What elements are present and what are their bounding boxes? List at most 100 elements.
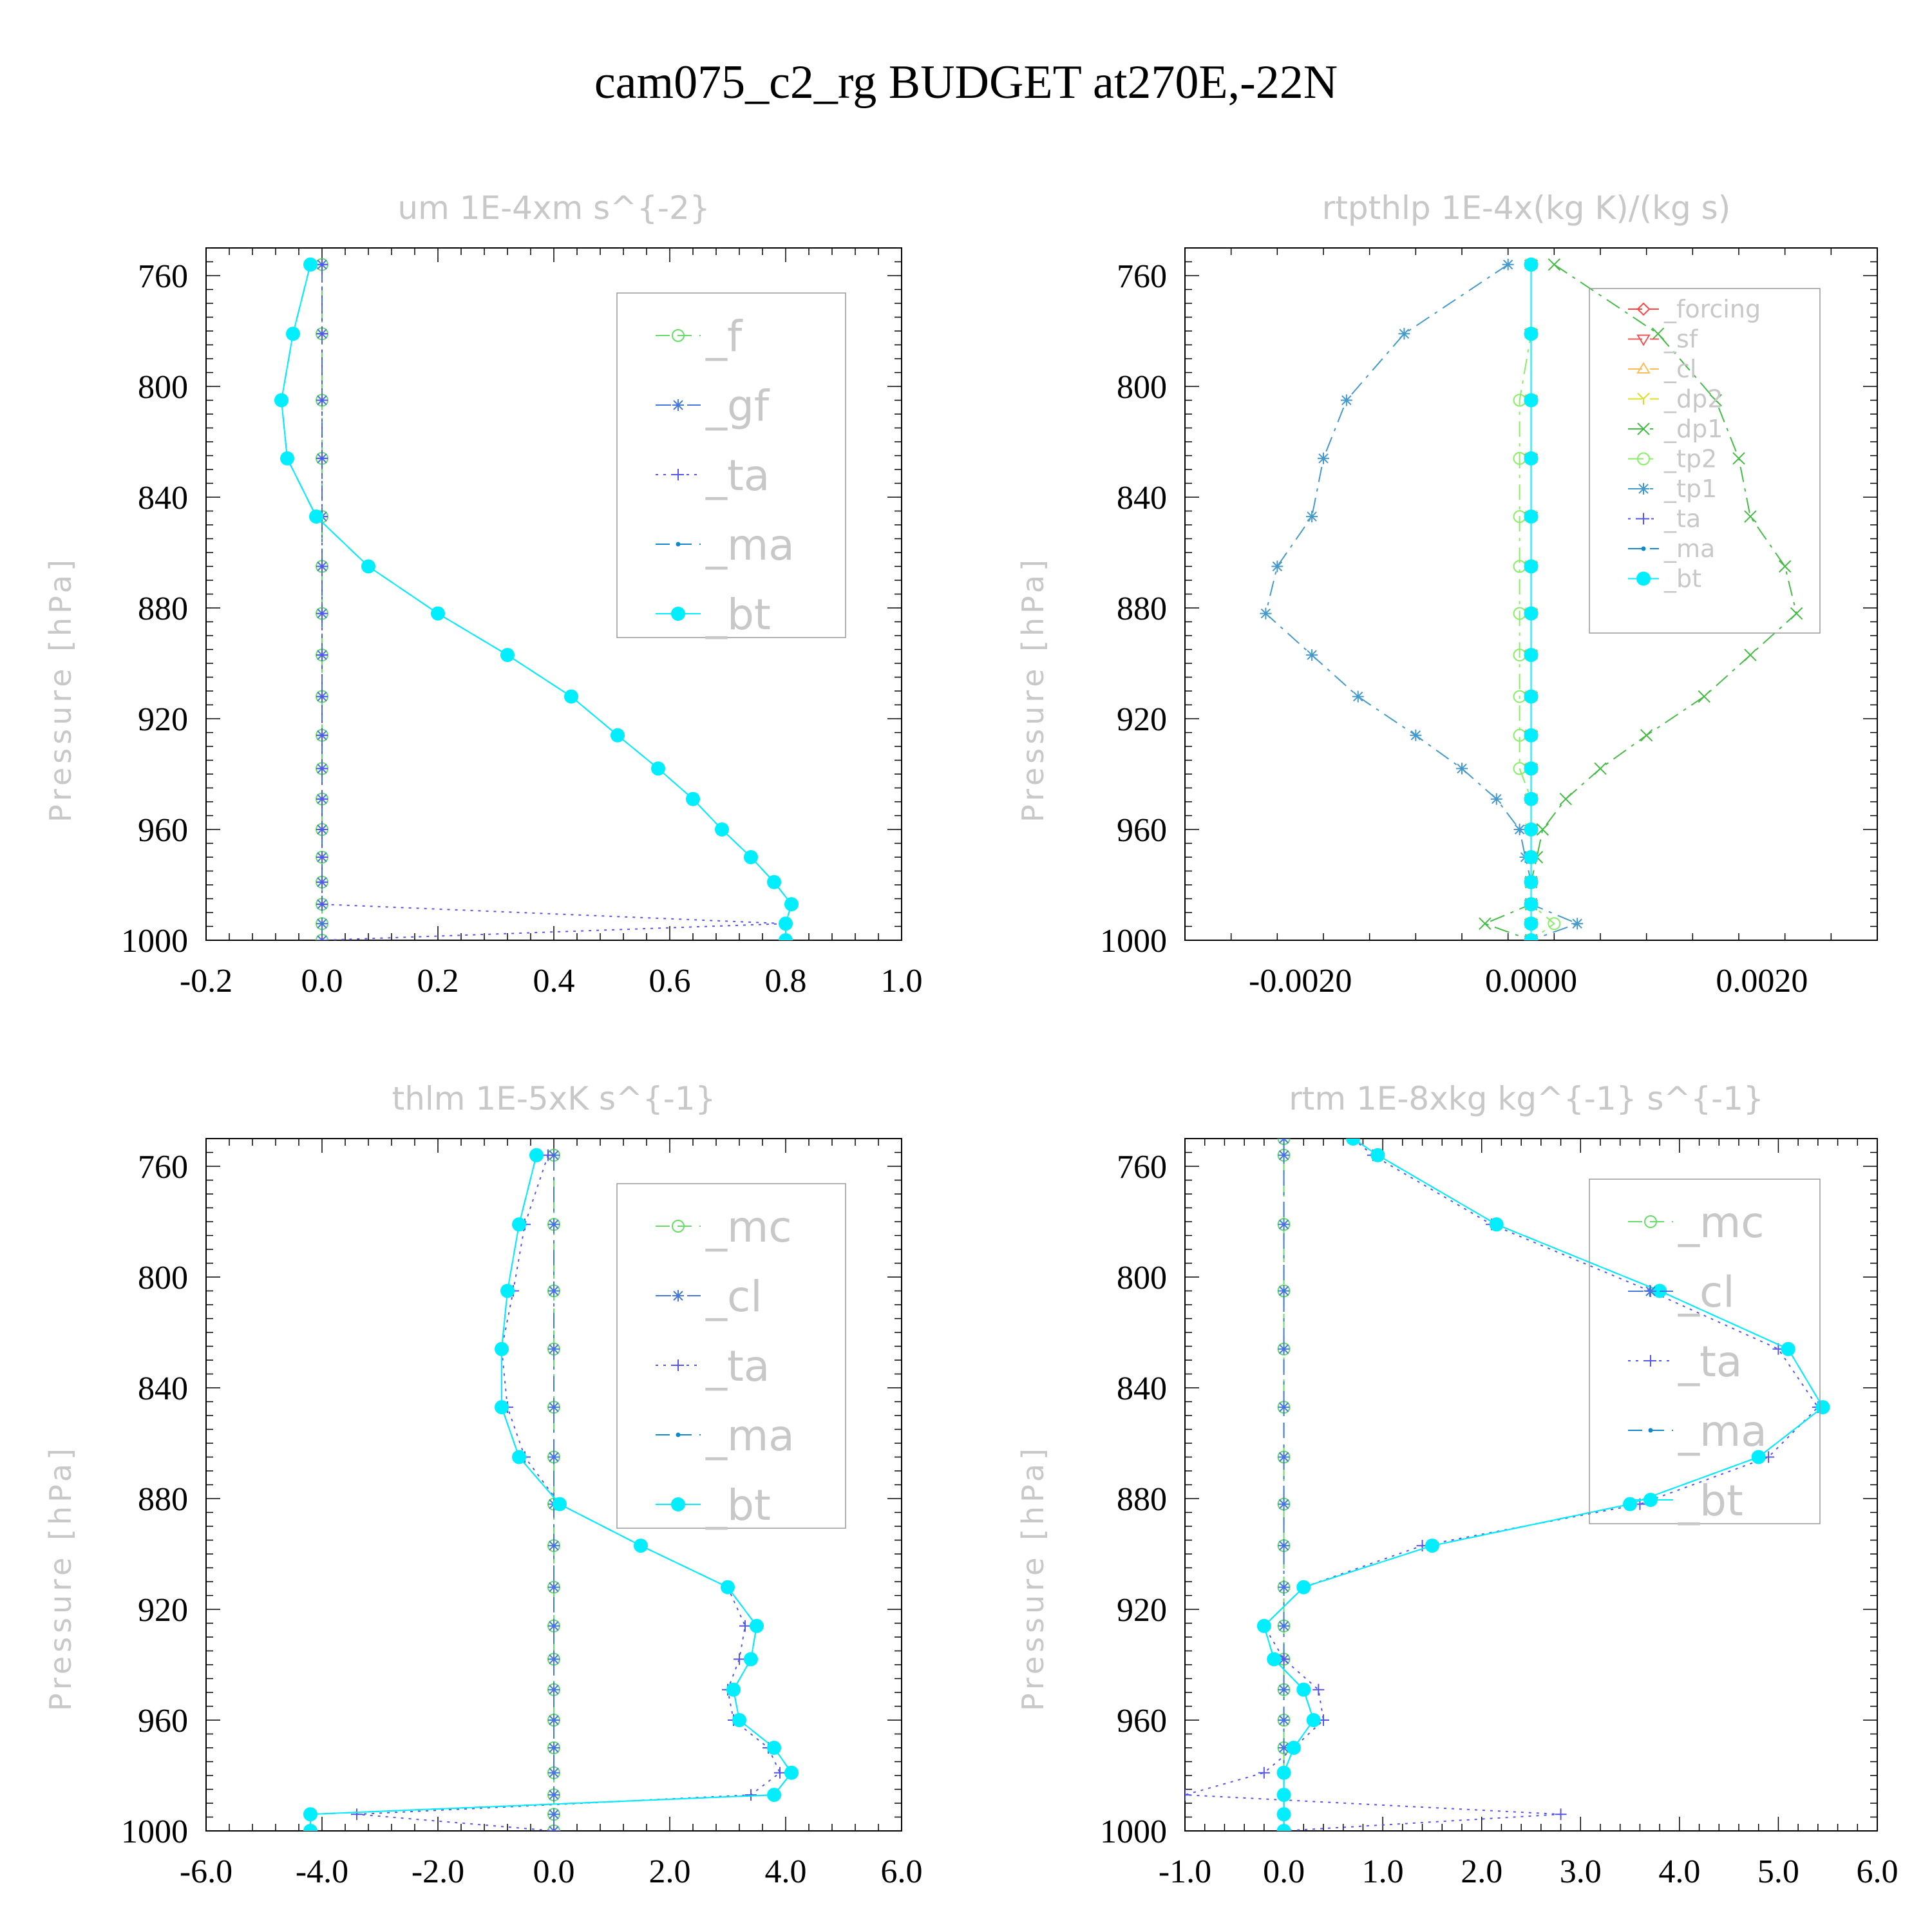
x-tick-label: 0.0000 — [1485, 963, 1577, 999]
panel-thlm: thlm 1E-5xK s^{-1} Pressure [hPa] 760 800… — [43, 1080, 923, 1890]
y-tick-label: 840 — [138, 480, 188, 516]
data-point — [779, 933, 793, 940]
axes-frame — [1184, 1138, 1878, 1832]
legend-label: _ma — [705, 520, 795, 570]
data-point — [286, 327, 300, 341]
legend-label: _cl — [705, 1272, 762, 1321]
data-point — [548, 1218, 560, 1231]
data-point — [1524, 875, 1539, 889]
legend: _mc _cl _ta _ma _bt — [1589, 1179, 1821, 1526]
legend-label: _bt — [705, 1481, 771, 1530]
data-point — [500, 1283, 515, 1298]
legend-marker — [1637, 452, 1650, 466]
y-axis-label-um: Pressure [hPa] — [43, 556, 78, 822]
data-point — [1513, 824, 1526, 835]
legend-marker — [1641, 546, 1646, 551]
legend: _f _gf _ta _ma _bt — [616, 292, 846, 639]
y-tick-label: 880 — [1117, 1481, 1167, 1518]
legend-label: _bt — [705, 590, 771, 639]
data-point — [715, 822, 729, 837]
legend: _mc _cl _ta _ma _bt — [616, 1183, 846, 1530]
data-point — [1524, 933, 1539, 940]
data-point — [1312, 1683, 1325, 1696]
legend-marker — [1645, 1285, 1656, 1297]
data-point — [316, 824, 328, 835]
data-point — [361, 559, 375, 574]
x-tick-label: 0.4 — [533, 963, 575, 999]
data-point — [1278, 1683, 1290, 1696]
x-tick-label: 0.6 — [649, 963, 691, 999]
legend-marker — [1644, 1215, 1657, 1228]
data-point — [1698, 690, 1710, 703]
data-point — [316, 918, 328, 930]
legend-marker — [672, 1290, 684, 1302]
data-point — [316, 934, 328, 940]
data-point — [1524, 327, 1539, 341]
data-point — [1524, 559, 1539, 574]
legend-marker — [672, 1220, 685, 1233]
data-point — [1594, 762, 1607, 775]
data-point — [1623, 1497, 1638, 1511]
legend-marker — [1637, 392, 1650, 405]
data-point — [784, 897, 799, 912]
data-point — [548, 1789, 560, 1801]
legend-marker — [1636, 302, 1651, 316]
legend-box — [616, 292, 846, 638]
data-point — [316, 394, 328, 406]
legend: _forcing_sf_cl_dp2_dp1_tp2_tp1_ta_ma_bt — [1589, 288, 1821, 634]
data-point — [1370, 1148, 1385, 1162]
legend-label: _ta — [1678, 1337, 1742, 1387]
y-axis-label-rtpthlp: Pressure [hPa] — [1016, 556, 1050, 822]
series-line-ta — [356, 1155, 781, 1831]
data-point — [1524, 728, 1539, 743]
legend-label: _sf — [1663, 325, 1699, 354]
data-point — [1524, 850, 1539, 864]
data-point — [1258, 1766, 1270, 1779]
data-point — [745, 1789, 757, 1801]
legend-marker — [1643, 1493, 1658, 1507]
legend-label: _dp1 — [1663, 415, 1723, 443]
data-point — [767, 875, 781, 889]
data-point — [495, 1400, 509, 1415]
data-point — [1640, 729, 1653, 742]
data-point — [512, 1450, 526, 1464]
legend-label: _dp2 — [1663, 385, 1723, 413]
data-point — [734, 1653, 745, 1665]
data-point — [739, 1620, 751, 1632]
data-point — [1489, 1217, 1504, 1232]
data-point — [529, 1148, 544, 1162]
data-point — [1278, 1620, 1290, 1632]
data-point — [611, 728, 625, 743]
data-point — [1548, 917, 1561, 931]
data-point — [351, 1808, 363, 1821]
x-tick-label: 1.0 — [881, 963, 923, 999]
x-tick-label: -0.2 — [180, 963, 232, 999]
legend-marker — [672, 329, 685, 342]
data-point — [1340, 394, 1352, 406]
x-tick-label: 1.0 — [1362, 1853, 1404, 1890]
legend-label: _ta — [705, 451, 770, 500]
x-tick-label: 0.0 — [1263, 1853, 1305, 1890]
y-tick-label: 920 — [138, 701, 188, 738]
data-point — [1278, 1218, 1290, 1231]
data-point — [1346, 1139, 1361, 1146]
legend-label: _bt — [1663, 565, 1701, 593]
data-point — [274, 393, 289, 408]
data-point — [726, 1682, 741, 1697]
x-tick-label: -1.0 — [1159, 1853, 1211, 1890]
legend-label: _mc — [705, 1202, 792, 1252]
data-point — [548, 1766, 560, 1779]
series-group — [274, 257, 799, 940]
data-point — [548, 1343, 560, 1355]
x-tick-label: 0.0 — [533, 1853, 575, 1890]
y-tick-label: 760 — [138, 258, 188, 295]
data-point — [316, 690, 328, 703]
data-point — [1296, 1580, 1311, 1595]
data-point — [309, 509, 323, 524]
data-point — [1286, 1741, 1301, 1755]
y-tick-label: 960 — [1117, 812, 1167, 849]
x-tick-label: 0.8 — [765, 963, 807, 999]
y-tick-label: 800 — [138, 1260, 188, 1296]
y-tick-label: 760 — [1117, 258, 1167, 295]
